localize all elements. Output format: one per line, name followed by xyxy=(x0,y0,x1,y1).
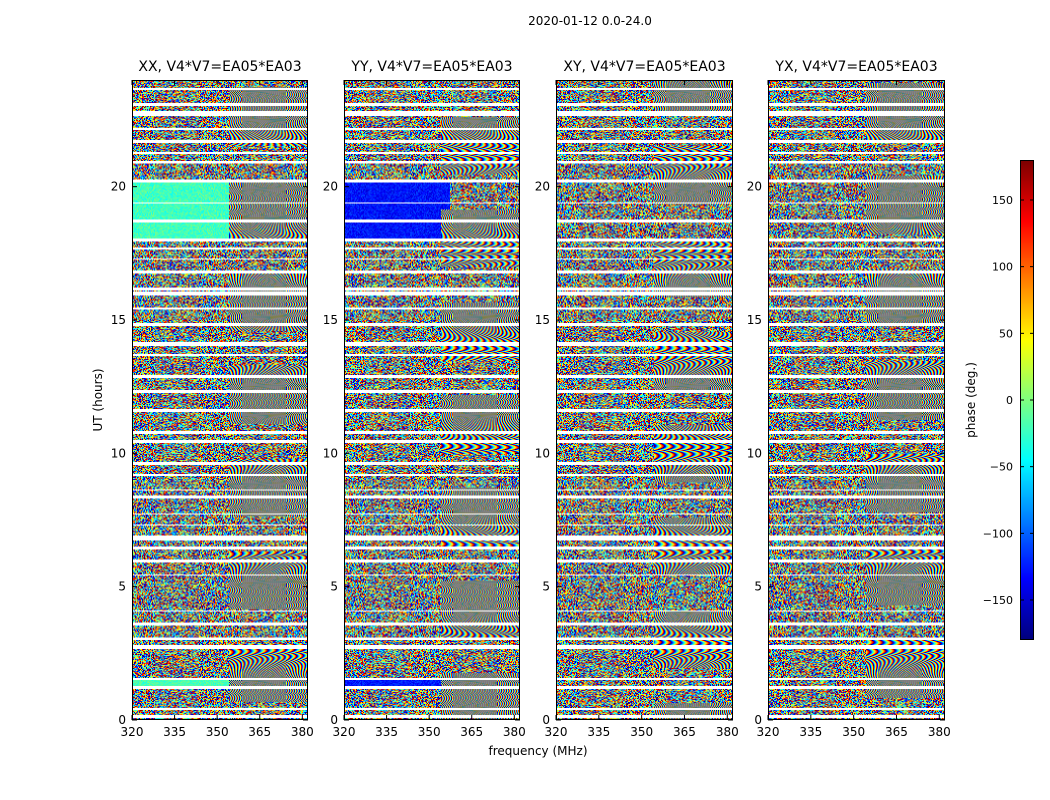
y-tick-label: 15 xyxy=(747,313,762,327)
colorbar-tick-label: 0 xyxy=(1006,394,1013,407)
heatmap-panel-xy xyxy=(556,80,733,720)
x-tick-label: 350 xyxy=(630,725,653,739)
y-tick-label: 10 xyxy=(323,446,338,460)
x-tick-label: 335 xyxy=(587,725,610,739)
colorbar-tick-label: 150 xyxy=(992,194,1013,207)
colorbar-tick-label: 50 xyxy=(999,327,1013,340)
colorbar-tick-label: 100 xyxy=(992,261,1013,274)
x-tick-label: 365 xyxy=(885,725,908,739)
panel-title-xy: XY, V4*V7=EA05*EA03 xyxy=(563,59,726,75)
x-tick-label: 365 xyxy=(248,725,271,739)
x-tick-label: 365 xyxy=(673,725,696,739)
y-tick-label: 20 xyxy=(747,180,762,194)
x-tick-label: 380 xyxy=(928,725,951,739)
x-tick-label: 335 xyxy=(375,725,398,739)
y-tick-label: 0 xyxy=(330,713,338,727)
y-tick-label: 0 xyxy=(754,713,762,727)
x-tick-label: 380 xyxy=(503,725,526,739)
y-tick-label: 5 xyxy=(118,580,126,594)
x-tick-label: 380 xyxy=(716,725,739,739)
y-tick-label: 10 xyxy=(111,446,126,460)
y-tick-label: 15 xyxy=(323,313,338,327)
x-tick-label: 335 xyxy=(163,725,186,739)
y-tick-label: 5 xyxy=(754,580,762,594)
colorbar-label: phase (deg.) xyxy=(964,362,978,438)
colorbar-tick-label: −100 xyxy=(983,527,1013,540)
heatmap-panel-yx xyxy=(768,80,945,720)
heatmap-panel-xx xyxy=(132,80,308,720)
y-tick-label: 10 xyxy=(535,446,550,460)
y-tick-label: 5 xyxy=(330,580,338,594)
heatmap-panel-yy xyxy=(344,80,520,720)
y-tick-label: 15 xyxy=(111,313,126,327)
x-tick-label: 350 xyxy=(842,725,865,739)
x-tick-label: 350 xyxy=(418,725,441,739)
y-tick-label: 20 xyxy=(535,180,550,194)
x-tick-label: 320 xyxy=(545,725,568,739)
y-tick-label: 0 xyxy=(542,713,550,727)
x-tick-label: 380 xyxy=(291,725,314,739)
panel-title-yy: YY, V4*V7=EA05*EA03 xyxy=(351,59,513,75)
colorbar-tick-label: −150 xyxy=(983,594,1013,607)
y-tick-label: 20 xyxy=(111,180,126,194)
y-tick-label: 10 xyxy=(747,446,762,460)
y-tick-label: 0 xyxy=(118,713,126,727)
x-tick-label: 320 xyxy=(757,725,780,739)
figure-title: 2020-01-12 0.0-24.0 xyxy=(528,14,652,28)
x-tick-label: 350 xyxy=(206,725,229,739)
panel-title-yx: YX, V4*V7=EA05*EA03 xyxy=(775,59,938,75)
colorbar-tick-label: −50 xyxy=(990,461,1013,474)
y-tick-label: 15 xyxy=(535,313,550,327)
x-axis-label: frequency (MHz) xyxy=(488,744,588,758)
x-tick-label: 335 xyxy=(799,725,822,739)
y-tick-label: 5 xyxy=(542,580,550,594)
y-tick-label: 20 xyxy=(323,180,338,194)
panel-title-xx: XX, V4*V7=EA05*EA03 xyxy=(138,59,302,75)
y-axis-label: UT (hours) xyxy=(91,368,105,432)
x-tick-label: 320 xyxy=(333,725,356,739)
x-tick-label: 365 xyxy=(460,725,483,739)
x-tick-label: 320 xyxy=(121,725,144,739)
